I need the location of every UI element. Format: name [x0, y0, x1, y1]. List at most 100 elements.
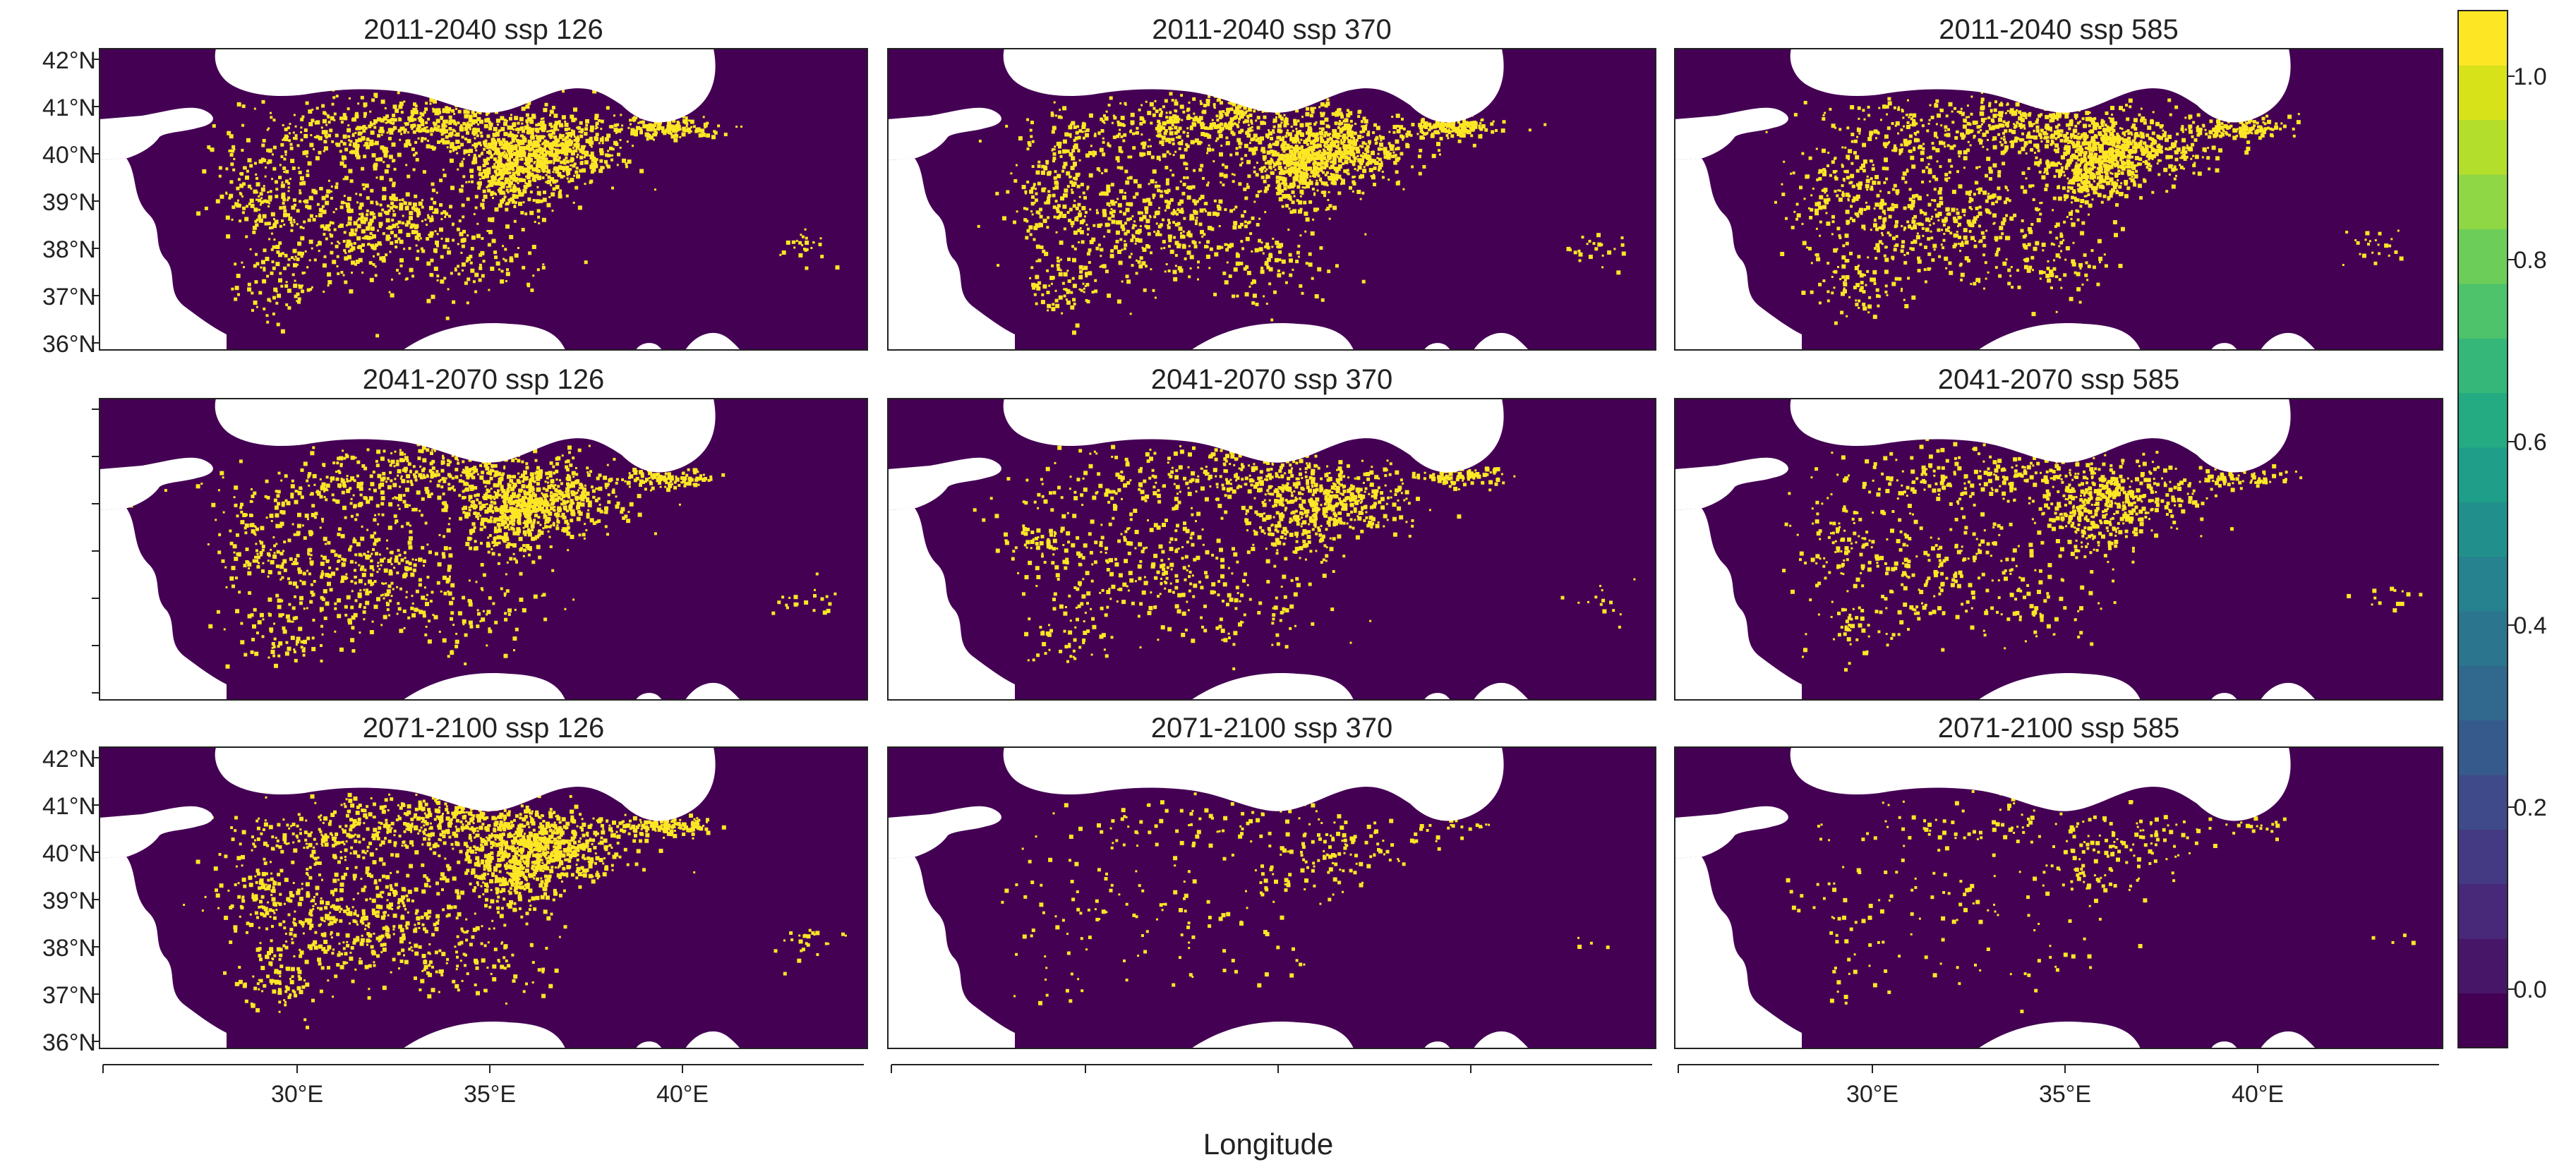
- suitable-cell: [225, 191, 228, 194]
- suitable-cell: [1396, 124, 1400, 128]
- suitable-cell: [1252, 279, 1256, 282]
- suitable-cell: [1225, 248, 1229, 252]
- suitable-cell: [434, 250, 438, 253]
- suitable-cell: [570, 164, 572, 167]
- suitable-cell: [606, 135, 610, 138]
- suitable-cell: [2186, 144, 2189, 147]
- suitable-cell: [1033, 183, 1036, 186]
- island-gap: [145, 300, 153, 305]
- suitable-cell: [1416, 133, 1419, 135]
- suitable-cell: [1116, 135, 1119, 138]
- suitable-cell: [374, 140, 379, 145]
- suitable-cell: [1133, 195, 1136, 199]
- suitable-cell: [573, 174, 576, 177]
- suitable-cell: [1401, 117, 1404, 121]
- suitable-cell: [391, 193, 396, 198]
- suitable-cell: [481, 199, 485, 202]
- suitable-cell: [558, 135, 562, 139]
- suitable-cell: [1181, 243, 1186, 248]
- suitable-cell: [1174, 126, 1178, 130]
- suitable-cell: [1335, 136, 1337, 138]
- suitable-cell: [1035, 244, 1040, 249]
- suitable-cell: [455, 132, 460, 137]
- suitable-cell: [1072, 258, 1076, 262]
- suitable-cell: [1176, 244, 1181, 248]
- suitable-cell: [378, 157, 383, 162]
- suitable-cell: [1181, 235, 1186, 239]
- suitable-cell: [2246, 146, 2251, 151]
- suitable-cell: [527, 154, 531, 157]
- suitable-cell: [1167, 225, 1171, 229]
- suitable-cell: [1263, 295, 1265, 298]
- suitable-cell: [356, 246, 360, 249]
- suitable-cell: [397, 152, 402, 157]
- suitable-cell: [503, 121, 507, 126]
- suitable-cell: [486, 146, 489, 150]
- suitable-cell: [545, 181, 548, 183]
- suitable-cell: [1342, 145, 1347, 149]
- suitable-cell: [1218, 117, 1221, 120]
- suitable-cell: [598, 148, 603, 152]
- suitable-cell: [1057, 204, 1061, 208]
- suitable-cell: [2133, 143, 2138, 147]
- suitable-cell: [1266, 258, 1271, 262]
- suitable-cell: [325, 200, 330, 205]
- suitable-cell: [1588, 239, 1591, 243]
- suitable-cell: [418, 201, 423, 206]
- suitable-cell: [795, 239, 798, 242]
- suitable-cell: [359, 213, 361, 216]
- suitable-cell: [1102, 137, 1105, 140]
- suitable-cell: [330, 116, 335, 121]
- suitable-cell: [1158, 114, 1162, 117]
- suitable-cell: [1351, 131, 1354, 133]
- suitable-cell: [1436, 123, 1439, 126]
- suitable-cell: [247, 158, 252, 163]
- suitable-cell: [1255, 194, 1259, 198]
- suitable-cell: [1203, 104, 1207, 108]
- suitable-cell: [1260, 167, 1265, 171]
- suitable-cell: [1118, 146, 1122, 150]
- suitable-cell: [380, 118, 385, 123]
- suitable-cell: [388, 291, 391, 294]
- suitable-cell: [377, 117, 381, 122]
- suitable-cell: [1253, 200, 1256, 203]
- suitable-cell: [352, 144, 356, 147]
- suitable-cell: [272, 266, 276, 270]
- suitable-cell: [491, 146, 496, 150]
- suitable-cell: [1137, 183, 1142, 188]
- suitable-cell: [717, 124, 721, 128]
- suitable-cell: [1176, 119, 1180, 123]
- suitable-cell: [1300, 150, 1304, 154]
- suitable-cell: [496, 123, 499, 126]
- suitable-cell: [366, 196, 370, 200]
- suitable-cell: [1062, 165, 1066, 169]
- suitable-cell: [500, 146, 504, 150]
- suitable-cell: [1348, 111, 1353, 116]
- suitable-cell: [434, 210, 439, 214]
- suitable-cell: [1051, 130, 1055, 134]
- suitable-cell: [429, 102, 432, 105]
- suitable-cell: [253, 301, 258, 305]
- suitable-cell: [315, 244, 318, 247]
- suitable-cell: [369, 231, 373, 235]
- suitable-cell: [1233, 174, 1236, 176]
- suitable-cell: [1148, 138, 1151, 141]
- suitable-cell: [2144, 144, 2148, 148]
- suitable-cell: [247, 282, 251, 286]
- suitable-cell: [352, 117, 356, 122]
- suitable-cell: [316, 202, 320, 206]
- suitable-cell: [1111, 219, 1116, 224]
- suitable-cell: [1226, 107, 1231, 112]
- suitable-cell: [1030, 202, 1035, 205]
- suitable-cell: [1043, 165, 1047, 169]
- suitable-cell: [556, 167, 560, 170]
- suitable-cell: [327, 121, 331, 124]
- suitable-cell: [510, 161, 514, 165]
- suitable-cell: [469, 148, 474, 153]
- suitable-cell: [1122, 139, 1126, 143]
- suitable-cell: [433, 122, 438, 126]
- suitable-cell: [1219, 113, 1224, 118]
- suitable-cell: [1312, 152, 1317, 157]
- suitable-cell: [335, 207, 337, 210]
- suitable-cell: [1264, 170, 1267, 173]
